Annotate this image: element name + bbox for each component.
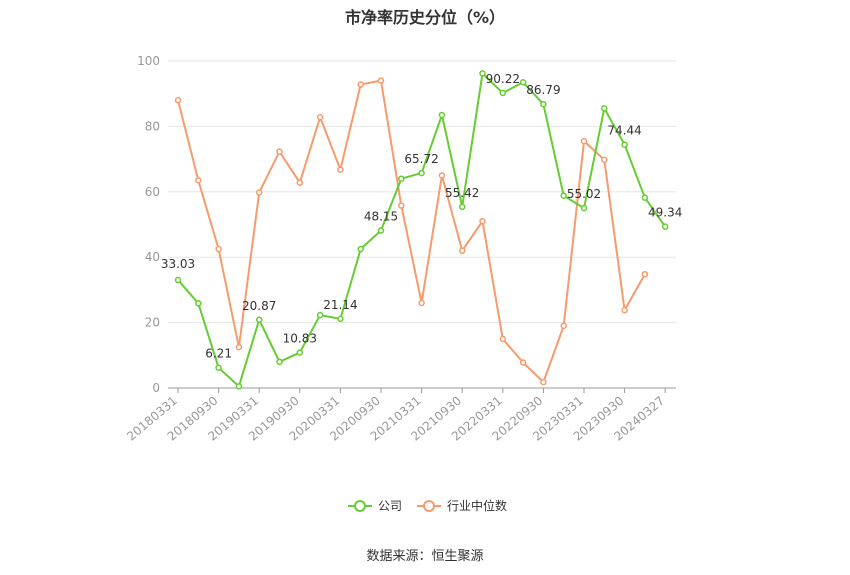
data-point	[398, 175, 405, 182]
data-point	[235, 383, 243, 390]
data-label: 10.83	[283, 332, 317, 346]
legend-marker-company	[354, 500, 366, 512]
data-point	[276, 148, 283, 155]
data-point	[519, 79, 527, 86]
source-note: 数据来源：恒生聚源	[366, 549, 484, 564]
data-point	[316, 311, 324, 319]
data-point	[601, 156, 608, 164]
data-point	[601, 105, 608, 112]
data-point	[621, 306, 628, 314]
data-point	[438, 172, 446, 179]
data-point	[621, 141, 628, 148]
data-label: 49.34	[648, 206, 682, 220]
data-label: 86.79	[526, 83, 560, 97]
data-point	[418, 299, 425, 307]
data-point	[195, 300, 202, 307]
data-label: 74.44	[607, 124, 641, 138]
data-label: 6.21	[205, 347, 232, 361]
y-tick-label: 60	[145, 185, 160, 199]
data-point	[316, 113, 324, 121]
data-point	[174, 96, 182, 104]
data-point	[337, 315, 344, 323]
data-label: 90.22	[486, 72, 520, 86]
data-point	[255, 189, 263, 196]
legend-marker-industry	[423, 500, 435, 512]
data-point	[580, 137, 588, 145]
data-point	[540, 378, 547, 386]
data-point	[458, 203, 466, 211]
data-point	[377, 77, 385, 84]
y-tick-label: 80	[145, 119, 160, 133]
data-point	[195, 177, 202, 184]
data-point	[255, 316, 263, 324]
data-point	[235, 343, 243, 351]
data-label: 21.14	[323, 298, 357, 312]
data-point	[337, 166, 344, 173]
data-point	[357, 81, 364, 88]
data-point	[296, 179, 304, 186]
data-label: 55.02	[567, 187, 601, 201]
data-point	[580, 204, 588, 212]
data-point	[418, 169, 425, 177]
y-tick-label: 100	[137, 54, 160, 68]
legend-label-industry: 行业中位数	[447, 498, 507, 513]
data-point	[276, 358, 283, 366]
data-point	[215, 245, 222, 253]
data-label: 33.03	[161, 257, 195, 271]
data-point	[296, 349, 304, 356]
data-label: 65.72	[404, 152, 438, 166]
data-point	[438, 111, 446, 119]
chart-title: 市净率历史分位（%）	[344, 8, 506, 27]
data-point	[641, 194, 649, 201]
series-line-industry	[177, 79, 646, 384]
data-label: 55.42	[445, 186, 479, 200]
data-point	[499, 89, 507, 97]
y-tick-label: 40	[145, 250, 160, 264]
data-point	[479, 70, 486, 77]
data-label: 48.15	[364, 210, 398, 224]
data-point	[215, 364, 222, 371]
data-point	[398, 202, 405, 209]
data-point	[499, 335, 507, 343]
data-point	[560, 322, 567, 330]
y-tick-label: 0	[152, 381, 160, 395]
data-point	[458, 247, 466, 254]
data-point	[174, 276, 182, 284]
data-point	[357, 245, 364, 253]
data-point	[641, 270, 649, 278]
y-tick-label: 20	[145, 316, 160, 330]
data-point	[661, 223, 669, 230]
data-point	[519, 359, 527, 366]
data-point	[479, 217, 486, 225]
legend-label-company: 公司	[378, 499, 402, 513]
data-point	[560, 192, 567, 199]
data-label: 20.87	[242, 299, 276, 313]
data-point	[377, 227, 385, 234]
series-line-company	[177, 72, 667, 388]
data-point	[540, 100, 547, 108]
